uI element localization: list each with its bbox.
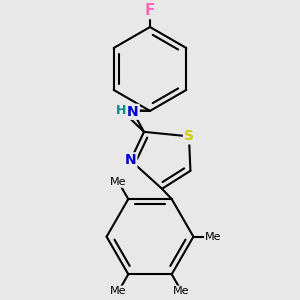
Text: Me: Me — [110, 286, 127, 296]
Text: Me: Me — [205, 232, 221, 242]
Text: N: N — [125, 153, 136, 167]
Text: F: F — [145, 3, 155, 18]
Text: H: H — [116, 104, 127, 117]
Text: S: S — [184, 129, 194, 143]
Text: Me: Me — [110, 177, 127, 187]
Text: N: N — [127, 105, 139, 119]
Text: Me: Me — [173, 286, 190, 296]
